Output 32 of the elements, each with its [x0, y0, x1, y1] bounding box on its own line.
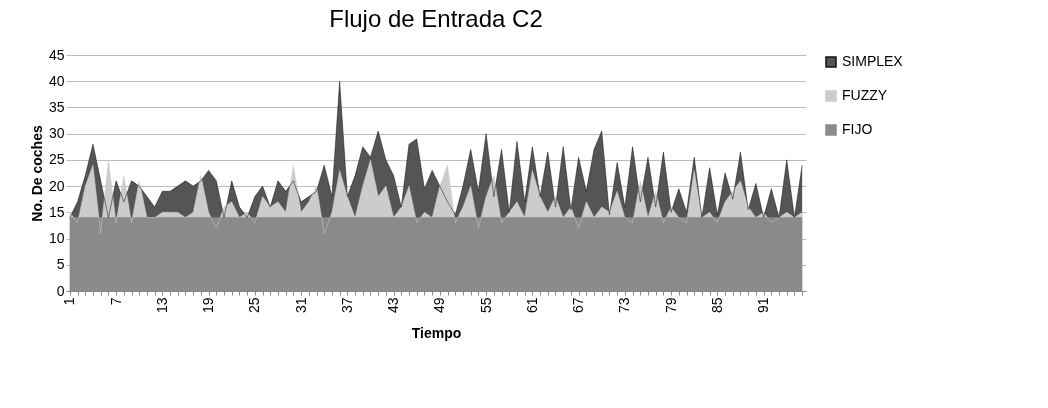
x-tick-label: 67: [570, 297, 587, 314]
x-tick-label: 73: [616, 297, 633, 314]
x-tick-label: 1: [61, 297, 78, 306]
y-tick-label: 15: [48, 203, 65, 220]
y-tick-label: 45: [48, 46, 65, 63]
y-tick-label: 10: [48, 230, 65, 247]
y-tick-label: 20: [48, 177, 65, 194]
x-tick-label: 19: [200, 297, 217, 314]
y-tick-label: 0: [56, 282, 65, 299]
x-tick-label: 85: [708, 297, 725, 314]
x-tick-label: 43: [385, 297, 402, 314]
x-tick-label: 61: [523, 297, 540, 314]
x-tick-label: 7: [107, 297, 124, 306]
y-axis-title: No. De coches: [28, 125, 45, 222]
y-tick-label: 25: [48, 151, 65, 168]
y-tick-label: 30: [48, 125, 65, 142]
x-tick-label: 79: [662, 297, 679, 314]
x-tick-label: 13: [153, 297, 170, 314]
x-tick-label: 55: [477, 297, 494, 314]
x-tick-label: 49: [431, 297, 448, 314]
y-tick-label: 35: [48, 98, 65, 115]
legend-label: SIMPLEX: [842, 53, 904, 69]
x-axis-title: Tiempo: [411, 325, 462, 342]
y-tick-label: 40: [48, 72, 65, 89]
y-tick-label: 5: [56, 256, 65, 273]
chart-title: Flujo de Entrada C2: [329, 5, 543, 32]
x-tick-label: 37: [338, 297, 355, 314]
x-tick-label: 25: [246, 297, 263, 314]
legend-label: FIJO: [842, 121, 873, 137]
legend-label: FUZZY: [842, 87, 888, 103]
x-tick-label: 31: [292, 297, 309, 314]
x-tick-label: 91: [755, 297, 772, 314]
